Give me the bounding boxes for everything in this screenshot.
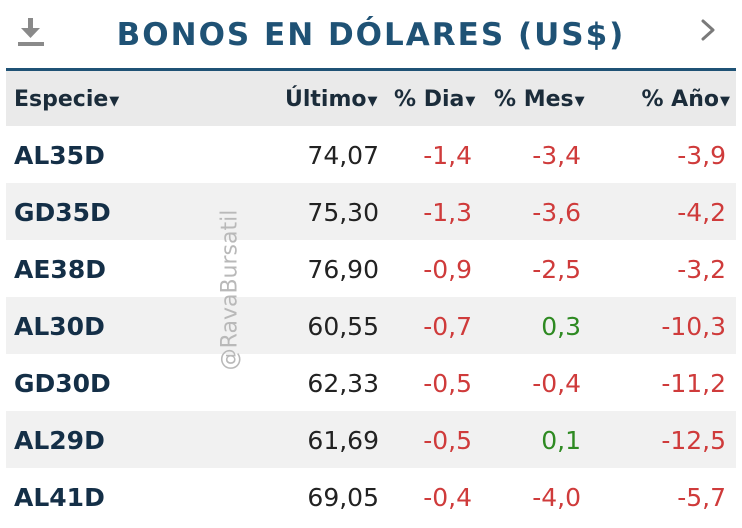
especie-cell[interactable]: AL29D [14,426,105,455]
dia-cell: -0,7 [423,312,472,341]
caret-down-icon: ▼ [465,94,476,109]
caret-down-icon: ▼ [367,94,378,109]
especie-cell[interactable]: GD30D [14,369,111,398]
chevron-right-icon [701,19,715,41]
mes-cell: -3,6 [532,198,581,227]
table-row[interactable]: AL30D 60,55 -0,7 0,3 -10,3 [6,297,736,354]
mes-cell: -2,5 [532,255,581,284]
especie-cell[interactable]: GD35D [14,198,111,227]
especie-cell[interactable]: AL41D [14,483,105,512]
mes-cell: -3,4 [532,141,581,170]
dia-cell: -1,4 [423,141,472,170]
especie-cell[interactable]: AE38D [14,255,106,284]
ultimo-cell: 62,33 [307,369,379,398]
especie-cell[interactable]: AL35D [14,141,105,170]
header-bar: BONOS EN DÓLARES (US$) [0,0,742,68]
column-header-ultimo[interactable]: Último▼ [285,71,378,126]
dia-cell: -0,5 [423,426,472,455]
ultimo-cell: 76,90 [307,255,379,284]
ultimo-cell: 69,05 [307,483,379,512]
mes-cell: -0,4 [532,369,581,398]
dia-cell: -0,9 [423,255,472,284]
caret-down-icon: ▼ [720,94,730,109]
ano-cell: -11,2 [661,369,726,398]
dia-cell: -1,3 [423,198,472,227]
bonds-table: Especie▼ Último▼ % Dia▼ % Mes▼ % Año▼ AL… [6,68,736,525]
ultimo-cell: 75,30 [307,198,379,227]
column-label: % Año [641,87,719,112]
ultimo-cell: 74,07 [307,141,379,170]
column-header-especie[interactable]: Especie▼ [14,71,119,126]
table-row[interactable]: GD35D 75,30 -1,3 -3,6 -4,2 [6,183,736,240]
caret-down-icon: ▼ [574,94,585,109]
column-header-mes[interactable]: % Mes▼ [494,71,585,126]
ultimo-cell: 60,55 [307,312,379,341]
table-header: Especie▼ Último▼ % Dia▼ % Mes▼ % Año▼ [6,71,736,126]
table-body: AL35D 74,07 -1,4 -3,4 -3,9 GD35D 75,30 -… [6,126,736,525]
next-button[interactable] [694,12,724,48]
table-row[interactable]: AL35D 74,07 -1,4 -3,4 -3,9 [6,126,736,183]
ano-cell: -3,9 [677,141,726,170]
table-row[interactable]: GD30D 62,33 -0,5 -0,4 -11,2 [6,354,736,411]
column-label: Último [285,87,367,112]
column-label: % Mes [494,87,574,112]
ano-cell: -12,5 [661,426,726,455]
download-icon [18,18,44,46]
mes-cell: 0,1 [541,426,581,455]
especie-cell[interactable]: AL30D [14,312,105,341]
mes-cell: -4,0 [532,483,581,512]
table-row[interactable]: AL41D 69,05 -0,4 -4,0 -5,7 [6,468,736,525]
caret-down-icon: ▼ [109,94,120,109]
column-label: Especie [14,87,109,112]
download-button[interactable] [14,14,50,50]
mes-cell: 0,3 [541,312,581,341]
column-header-dia[interactable]: % Dia▼ [394,71,475,126]
dia-cell: -0,5 [423,369,472,398]
ultimo-cell: 61,69 [307,426,379,455]
dia-cell: -0,4 [423,483,472,512]
ano-cell: -4,2 [677,198,726,227]
ano-cell: -3,2 [677,255,726,284]
table-row[interactable]: AE38D 76,90 -0,9 -2,5 -3,2 [6,240,736,297]
column-header-ano[interactable]: % Año▼ [641,71,730,126]
table-row[interactable]: AL29D 61,69 -0,5 0,1 -12,5 [6,411,736,468]
page-title: BONOS EN DÓLARES (US$) [116,17,626,53]
ano-cell: -10,3 [661,312,726,341]
column-label: % Dia [394,87,465,112]
ano-cell: -5,7 [677,483,726,512]
